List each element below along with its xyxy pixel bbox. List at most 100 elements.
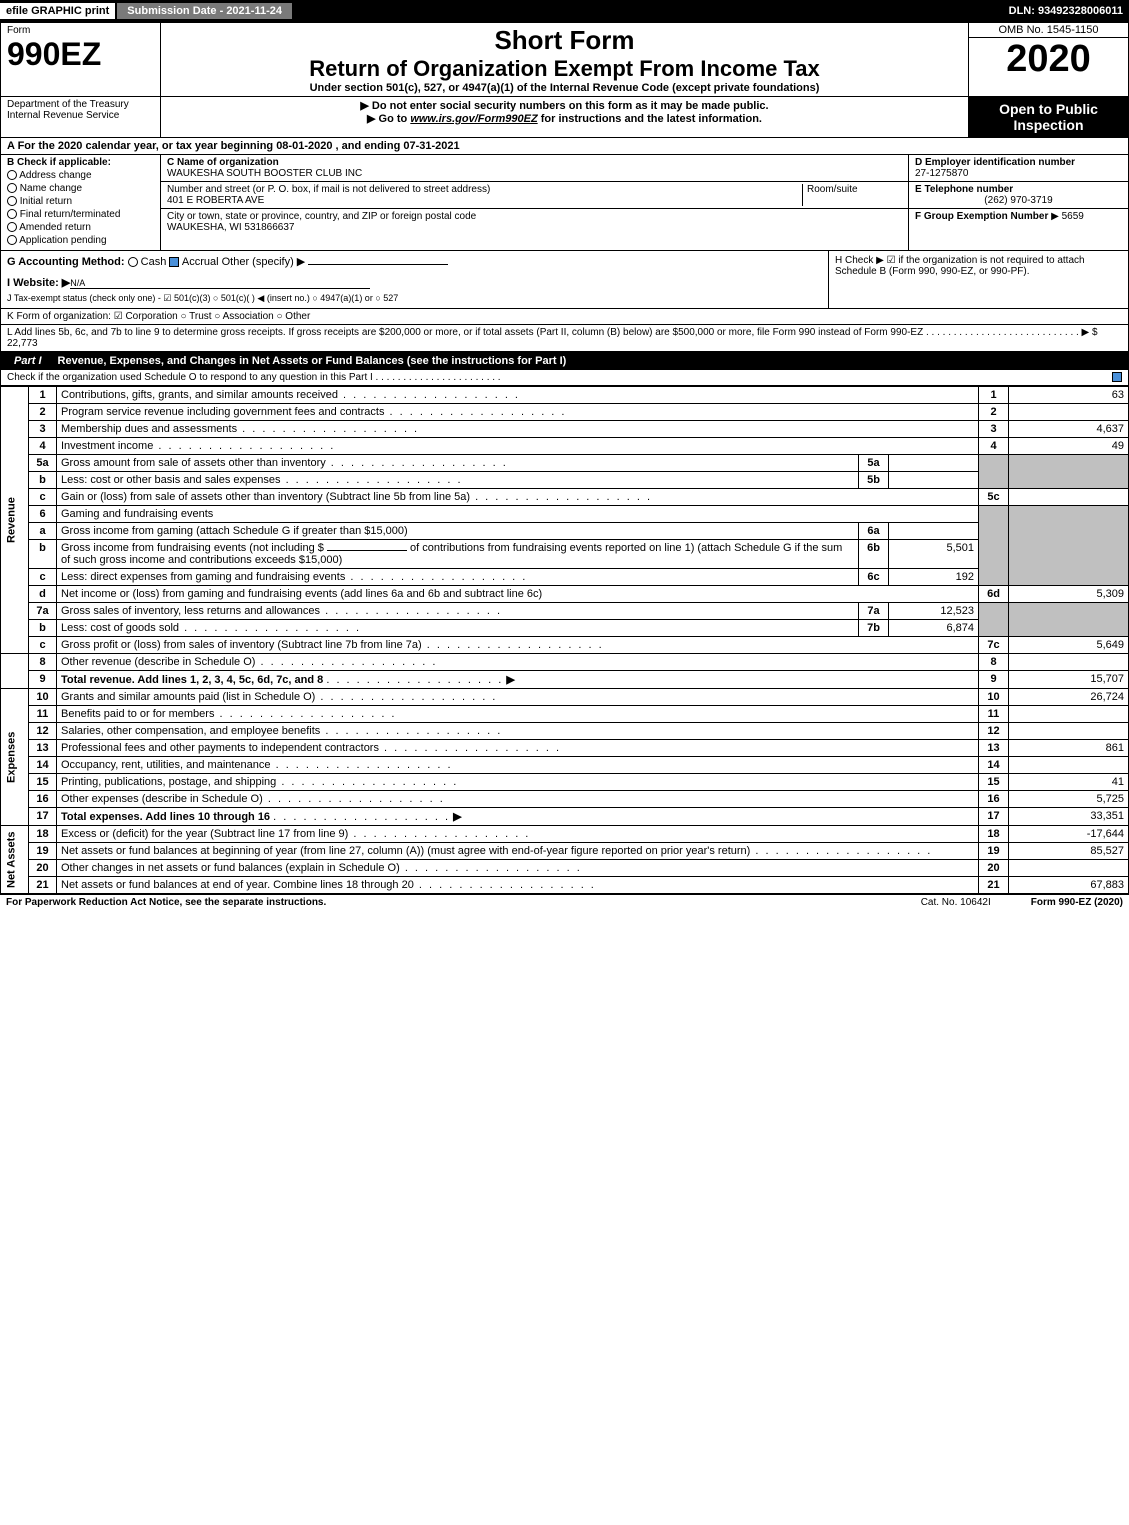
row-desc: Other revenue (describe in Schedule O) bbox=[57, 654, 979, 671]
part-1-header: Part I Revenue, Expenses, and Changes in… bbox=[0, 352, 1129, 370]
row-desc: Net assets or fund balances at beginning… bbox=[57, 843, 979, 860]
row-amt: 33,351 bbox=[1009, 808, 1129, 826]
notice-2: ▶ Go to www.irs.gov/Form990EZ for instru… bbox=[167, 112, 962, 125]
row-num: c bbox=[29, 637, 57, 654]
line-1: Revenue 1 Contributions, gifts, grants, … bbox=[1, 387, 1129, 404]
row-num: 11 bbox=[29, 706, 57, 723]
line-5c: c Gain or (loss) from sale of assets oth… bbox=[1, 489, 1129, 506]
cash-radio[interactable] bbox=[128, 257, 138, 267]
row-desc: Benefits paid to or for members bbox=[57, 706, 979, 723]
section-gh: G Accounting Method: Cash Accrual Other … bbox=[0, 251, 1129, 309]
row-num: 2 bbox=[29, 404, 57, 421]
row-desc: Gross sales of inventory, less returns a… bbox=[57, 603, 859, 620]
row-amt: 5,725 bbox=[1009, 791, 1129, 808]
line-15: 15 Printing, publications, postage, and … bbox=[1, 774, 1129, 791]
info-grid: B Check if applicable: Address change Na… bbox=[0, 155, 1129, 251]
row-lineno: 2 bbox=[979, 404, 1009, 421]
row-desc: Total revenue. Add lines 1, 2, 3, 4, 5c,… bbox=[57, 671, 979, 689]
line-7c: c Gross profit or (loss) from sales of i… bbox=[1, 637, 1129, 654]
row-lineno: 17 bbox=[979, 808, 1009, 826]
city-row: City or town, state or province, country… bbox=[161, 209, 908, 235]
row-desc: Professional fees and other payments to … bbox=[57, 740, 979, 757]
street-row: Number and street (or P. O. box, if mail… bbox=[161, 182, 908, 209]
check-name-change[interactable]: Name change bbox=[7, 183, 154, 194]
row-amt: 63 bbox=[1009, 387, 1129, 404]
row-lineno: 12 bbox=[979, 723, 1009, 740]
top-bar: efile GRAPHIC print Submission Date - 20… bbox=[0, 0, 1129, 22]
check-amended-return[interactable]: Amended return bbox=[7, 222, 154, 233]
row-amt: 26,724 bbox=[1009, 689, 1129, 706]
check-final-return[interactable]: Final return/terminated bbox=[7, 209, 154, 220]
row-lineno: 14 bbox=[979, 757, 1009, 774]
ein: 27-1275870 bbox=[915, 168, 1122, 179]
row-lineno: 19 bbox=[979, 843, 1009, 860]
row-num: 10 bbox=[29, 689, 57, 706]
row-desc: Gross profit or (loss) from sales of inv… bbox=[57, 637, 979, 654]
footer-left: For Paperwork Reduction Act Notice, see … bbox=[6, 897, 326, 908]
section-k: K Form of organization: ☑ Corporation ○ … bbox=[0, 309, 1129, 325]
row-num: 21 bbox=[29, 877, 57, 894]
section-g: G Accounting Method: Cash Accrual Other … bbox=[7, 255, 822, 268]
accrual-check[interactable] bbox=[169, 257, 179, 267]
dept-box: Department of the Treasury Internal Reve… bbox=[1, 97, 161, 137]
line-7a: 7a Gross sales of inventory, less return… bbox=[1, 603, 1129, 620]
row-subno: 6a bbox=[859, 523, 889, 540]
line-16: 16 Other expenses (describe in Schedule … bbox=[1, 791, 1129, 808]
row-desc: Net assets or fund balances at end of ye… bbox=[57, 877, 979, 894]
row-num: 19 bbox=[29, 843, 57, 860]
part-label: Part I bbox=[6, 354, 50, 368]
row-num: c bbox=[29, 489, 57, 506]
gh-left: G Accounting Method: Cash Accrual Other … bbox=[1, 251, 828, 308]
line-9: 9 Total revenue. Add lines 1, 2, 3, 4, 5… bbox=[1, 671, 1129, 689]
line-14: 14 Occupancy, rent, utilities, and maint… bbox=[1, 757, 1129, 774]
line-7b: b Less: cost of goods sold 7b 6,874 bbox=[1, 620, 1129, 637]
row-amt bbox=[1009, 723, 1129, 740]
row-amt: 49 bbox=[1009, 438, 1129, 455]
submission-date: Submission Date - 2021-11-24 bbox=[117, 3, 292, 19]
side-spacer bbox=[1, 654, 29, 689]
footer-mid: Cat. No. 10642I bbox=[921, 897, 991, 908]
line-3: 3 Membership dues and assessments 3 4,63… bbox=[1, 421, 1129, 438]
check-application-pending[interactable]: Application pending bbox=[7, 235, 154, 246]
row-lineno: 18 bbox=[979, 826, 1009, 843]
check-line-text: Check if the organization used Schedule … bbox=[7, 372, 501, 383]
row-num: 14 bbox=[29, 757, 57, 774]
other-input[interactable] bbox=[308, 264, 448, 265]
row-desc: Net income or (loss) from gaming and fun… bbox=[57, 586, 979, 603]
row-lineno: 7c bbox=[979, 637, 1009, 654]
col-b: B Check if applicable: Address change Na… bbox=[1, 155, 161, 250]
row-lineno: 3 bbox=[979, 421, 1009, 438]
irs-link[interactable]: www.irs.gov/Form990EZ bbox=[410, 113, 537, 125]
footer-right: Form 990-EZ (2020) bbox=[1031, 897, 1123, 908]
check-address-change[interactable]: Address change bbox=[7, 170, 154, 181]
row-amt: 861 bbox=[1009, 740, 1129, 757]
row-subno: 7b bbox=[859, 620, 889, 637]
row-num: 15 bbox=[29, 774, 57, 791]
row-num: 9 bbox=[29, 671, 57, 689]
ein-label: D Employer identification number bbox=[915, 157, 1122, 168]
row-desc: Investment income bbox=[57, 438, 979, 455]
row-desc: Contributions, gifts, grants, and simila… bbox=[57, 387, 979, 404]
efile-label[interactable]: efile GRAPHIC print bbox=[0, 3, 115, 19]
row-num: 17 bbox=[29, 808, 57, 826]
line-21: 21 Net assets or fund balances at end of… bbox=[1, 877, 1129, 894]
street: 401 E ROBERTA AVE bbox=[167, 195, 802, 206]
check-initial-return[interactable]: Initial return bbox=[7, 196, 154, 207]
row-subamt: 5,501 bbox=[889, 540, 979, 569]
header-row-2: Department of the Treasury Internal Reve… bbox=[0, 97, 1129, 138]
row-num: 7a bbox=[29, 603, 57, 620]
row-subno: 6c bbox=[859, 569, 889, 586]
notice-1: ▶ Do not enter social security numbers o… bbox=[167, 99, 962, 112]
line-6a: a Gross income from gaming (attach Sched… bbox=[1, 523, 1129, 540]
row-subamt bbox=[889, 472, 979, 489]
row-desc: Gross income from fundraising events (no… bbox=[57, 540, 859, 569]
group-label: F Group Exemption Number bbox=[915, 211, 1048, 222]
omb-number: OMB No. 1545-1150 bbox=[969, 23, 1128, 38]
schedule-o-check[interactable] bbox=[1112, 372, 1122, 382]
check-label: Initial return bbox=[20, 196, 72, 207]
row-lineno: 5c bbox=[979, 489, 1009, 506]
row-desc: Salaries, other compensation, and employ… bbox=[57, 723, 979, 740]
row-lineno: 13 bbox=[979, 740, 1009, 757]
row-lineno: 1 bbox=[979, 387, 1009, 404]
row-subamt bbox=[889, 455, 979, 472]
